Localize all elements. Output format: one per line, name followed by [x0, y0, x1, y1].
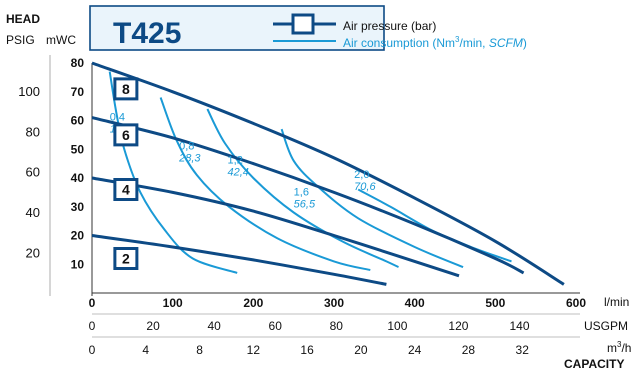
- air-pressure-curve-6: [91, 116, 525, 275]
- air-pressure-curve-2: [91, 234, 387, 286]
- x-tick-label-m3h: 16: [300, 343, 314, 357]
- mwc-tick-label: 40: [71, 171, 85, 185]
- mwc-tick-label: 60: [71, 114, 85, 128]
- x-tick-label-lmin: 100: [163, 296, 183, 310]
- x-tick-label-lmin: 200: [243, 296, 263, 310]
- pressure-marker: [113, 247, 139, 270]
- pressure-label: 8: [122, 81, 130, 97]
- psig-tick-label: 20: [26, 246, 40, 261]
- x-tick-label-m3h: 8: [196, 343, 203, 357]
- psig-tick-label: 100: [18, 84, 40, 99]
- x-tick-label-usgpm: 0: [89, 319, 96, 333]
- legend-pressure-marker: [291, 13, 315, 35]
- x-tick-label-usgpm: 20: [146, 319, 160, 333]
- x-tick-label-usgpm: 60: [269, 319, 283, 333]
- x-tick-label-lmin: 400: [405, 296, 425, 310]
- psig-tick-label: 40: [26, 205, 40, 220]
- x-tick-label-lmin: 600: [566, 296, 586, 310]
- air-consumption-curve-0,8: [159, 97, 371, 271]
- consumption-scfm-label: 42,4: [228, 167, 249, 179]
- legend-box: T425 Air pressure (bar) Air consumption …: [89, 5, 527, 51]
- x-tick-label-m3h: 32: [516, 343, 530, 357]
- y-axis-unit-psig: PSIG: [6, 33, 35, 47]
- x-unit-lmin: l/min: [604, 295, 629, 309]
- x-tick-label-lmin: 500: [485, 296, 505, 310]
- pressure-marker: [113, 178, 139, 201]
- psig-tick-label: 80: [26, 124, 40, 139]
- air-consumption-curve-1,6: [280, 128, 464, 269]
- consumption-label: 1,2: [228, 155, 243, 167]
- mwc-tick-label: 30: [71, 200, 85, 214]
- air-consumption-curve-0,4: [108, 71, 238, 274]
- chart-title: T425: [113, 17, 181, 50]
- x-tick-label-lmin: 300: [324, 296, 344, 310]
- air-pressure-curves: [91, 61, 565, 286]
- mwc-tick-label: 20: [71, 229, 85, 243]
- x-tick-label-usgpm: 120: [448, 319, 468, 333]
- x-tick-label-m3h: 28: [462, 343, 476, 357]
- air-pressure-curve-4: [91, 176, 460, 278]
- mwc-tick-label: 70: [71, 85, 85, 99]
- x-unit-usgpm: USGPM: [584, 319, 628, 333]
- air-pressure-curve-8: [91, 61, 565, 286]
- psig-tick-label: 60: [26, 165, 40, 180]
- pressure-label: 6: [122, 127, 130, 143]
- x-tick-label-m3h: 24: [408, 343, 422, 357]
- consumption-scfm-label: 28,3: [178, 152, 201, 164]
- legend-consumption-label: Air consumption (Nm3/min, SCFM): [343, 35, 527, 50]
- consumption-label: 1,6: [294, 186, 309, 198]
- x-tick-label-lmin: 0: [89, 296, 96, 310]
- capacity-label: CAPACITY: [564, 357, 624, 371]
- x-tick-label-m3h: 12: [247, 343, 261, 357]
- x-tick-label-usgpm: 100: [387, 319, 407, 333]
- pressure-label: 2: [122, 251, 130, 267]
- pressure-marker: [113, 77, 139, 101]
- consumption-label: 2,0: [354, 169, 369, 181]
- consumption-label: 0,8: [179, 140, 194, 152]
- x-unit-m3h: m3/h: [607, 340, 631, 355]
- pressure-label: 4: [122, 182, 130, 198]
- pressure-marker: [113, 123, 139, 147]
- y-axis-unit-mwc: mWC: [46, 33, 76, 47]
- mwc-tick-label: 10: [71, 257, 85, 271]
- consumption-label: 0,4: [110, 112, 125, 124]
- y-axis-title: HEAD: [6, 12, 40, 26]
- air-consumption-curves: [108, 71, 512, 274]
- x-tick-label-m3h: 0: [89, 343, 96, 357]
- x-tick-label-usgpm: 80: [330, 319, 344, 333]
- mwc-tick-label: 50: [71, 142, 85, 156]
- legend-pressure-label: Air pressure (bar): [343, 19, 436, 33]
- x-tick-label-m3h: 4: [142, 343, 149, 357]
- x-tick-label-usgpm: 40: [207, 319, 221, 333]
- air-consumption-curve-1,2: [206, 108, 399, 269]
- consumption-scfm-label: 56,5: [294, 198, 316, 210]
- x-tick-label-usgpm: 140: [509, 319, 529, 333]
- x-tick-label-m3h: 20: [354, 343, 368, 357]
- consumption-scfm-label: 70,6: [354, 181, 376, 193]
- mwc-tick-label: 80: [71, 56, 85, 70]
